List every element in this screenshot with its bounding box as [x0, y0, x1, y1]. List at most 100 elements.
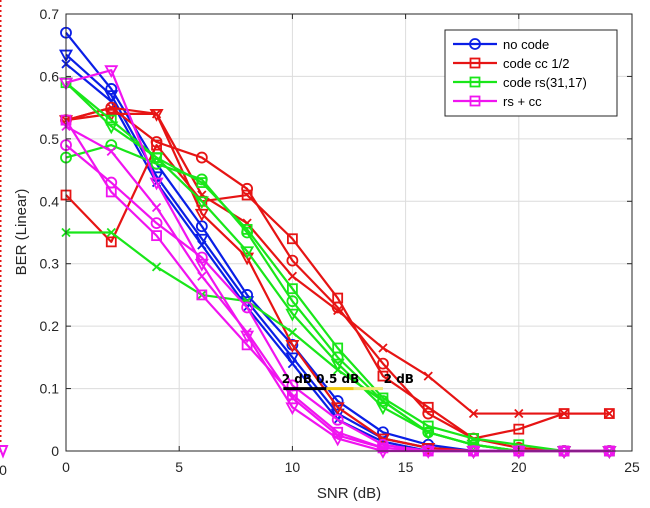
legend-item: rs + cc	[453, 94, 542, 109]
clipped-left-axis: 0	[0, 0, 9, 478]
data-point	[287, 271, 298, 281]
data-point	[240, 252, 255, 266]
data-point	[330, 358, 345, 372]
data-point	[151, 202, 162, 213]
legend-item: no code	[453, 37, 549, 52]
y-tick-label: 0.1	[40, 381, 60, 397]
data-point	[285, 339, 300, 353]
data-point	[106, 227, 116, 238]
clipped-marker-icon	[0, 445, 9, 459]
data-point	[375, 433, 390, 447]
data-point	[149, 177, 164, 191]
axis-ticks: 0 5 10 15 20 25 0 0.1 0.2 0.3 0.4 0.5 0.6 0.7	[40, 6, 640, 475]
legend: no code code cc 1/2 code rs(31,17) rs + cc	[444, 29, 618, 117]
data-point	[194, 258, 209, 272]
data-point	[286, 283, 298, 295]
data-point	[241, 301, 254, 314]
data-point	[197, 271, 207, 281]
annotation-label: 2 dB	[282, 372, 312, 386]
legend-item: code rs(31,17)	[453, 75, 587, 90]
data-point	[378, 396, 388, 406]
data-point	[422, 407, 435, 420]
data-point	[468, 408, 479, 419]
data-point	[286, 233, 298, 245]
data-point	[241, 182, 254, 195]
data-point	[285, 308, 300, 322]
data-point	[105, 114, 117, 126]
data-point	[149, 108, 164, 122]
data-point	[286, 254, 299, 267]
data-point	[333, 430, 343, 441]
x-tick-label: 5	[175, 459, 183, 475]
data-point	[286, 295, 299, 308]
y-tick-label: 0	[51, 443, 59, 459]
data-point	[285, 352, 300, 366]
data-point	[195, 173, 208, 186]
data-point	[149, 152, 164, 166]
x-tick-label: 15	[398, 459, 414, 475]
x-tick-label: 0	[62, 459, 70, 475]
data-point	[287, 393, 298, 403]
legend-swatch-marker	[469, 57, 481, 69]
data-point	[331, 413, 344, 426]
data-point	[514, 408, 524, 419]
data-point	[104, 121, 119, 135]
data-point	[422, 420, 434, 432]
data-point	[468, 433, 479, 444]
data-point	[559, 408, 569, 419]
data-point	[604, 408, 614, 419]
y-tick-label: 0.7	[40, 6, 60, 22]
data-point	[423, 371, 433, 381]
data-point	[150, 136, 163, 148]
data-point	[423, 427, 433, 437]
series-7	[61, 103, 614, 419]
data-point	[106, 146, 116, 156]
data-point	[104, 90, 119, 104]
legend-label: no code	[503, 37, 549, 52]
legend-swatch-marker	[469, 76, 481, 88]
legend-swatch-marker	[469, 38, 481, 50]
data-point	[375, 402, 390, 416]
y-tick-label: 0.2	[40, 318, 60, 334]
data-point	[286, 379, 299, 392]
data-point	[378, 343, 388, 353]
legend-label: code cc 1/2	[503, 56, 570, 71]
x-axis-label: SNR (dB)	[317, 485, 381, 502]
data-point	[151, 230, 162, 242]
y-tick-label: 0.4	[40, 193, 60, 209]
data-point	[513, 423, 525, 435]
data-point	[105, 236, 117, 248]
y-tick-label: 0.3	[40, 256, 60, 272]
data-point	[377, 438, 389, 451]
data-point	[240, 246, 255, 260]
data-point	[197, 240, 207, 250]
x-tick-label: 25	[624, 459, 640, 475]
data-point	[287, 358, 298, 369]
data-point	[242, 327, 252, 338]
data-point	[150, 217, 163, 230]
legend-label: rs + cc	[503, 94, 542, 109]
data-point	[241, 226, 254, 239]
data-point	[285, 402, 300, 416]
y-tick-label: 0.5	[40, 131, 60, 147]
annotation-label: 2 dB	[384, 372, 414, 386]
data-point	[106, 103, 116, 113]
data-point	[151, 109, 162, 119]
data-point	[151, 262, 162, 272]
data-point	[377, 370, 389, 382]
y-axis-label: BER (Linear)	[13, 189, 30, 276]
data-point	[194, 208, 209, 222]
legend-label: code rs(31,17)	[503, 75, 587, 90]
legend-item: code cc 1/2	[453, 56, 570, 71]
data-point	[196, 289, 208, 301]
data-point	[287, 327, 298, 338]
data-point	[194, 196, 209, 210]
x-tick-label: 10	[285, 459, 301, 475]
annotations: 2 dB 0.5 dB 2 dB	[282, 372, 414, 386]
annotation-label: 0.5 dB	[316, 372, 359, 386]
clipped-axis-tick-label: 0	[0, 462, 7, 478]
data-point	[333, 305, 343, 316]
data-point	[105, 176, 118, 189]
y-tick-label: 0.6	[40, 68, 60, 84]
